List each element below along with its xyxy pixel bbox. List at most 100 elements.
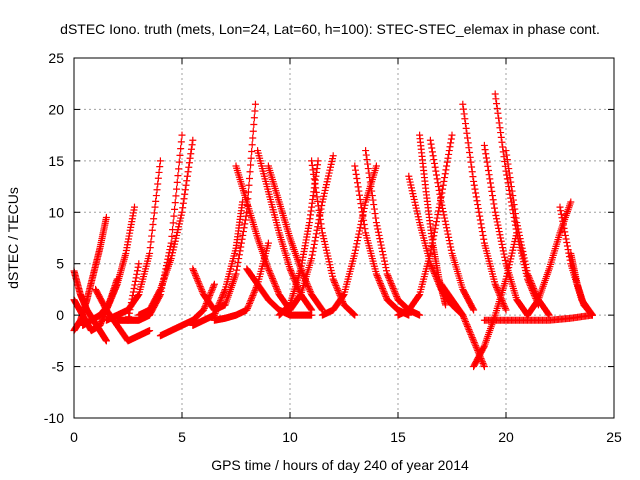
data-point	[193, 275, 201, 282]
data-point	[356, 224, 364, 232]
data-point	[464, 134, 472, 142]
data-point	[241, 216, 249, 224]
tick-layer: 0 5 10 15 20 25 -10 -5 0 5 10 15 20 25	[44, 50, 622, 445]
data-point	[497, 133, 505, 141]
data-point	[217, 295, 225, 303]
data-point	[393, 293, 401, 300]
data-point	[212, 306, 220, 314]
data-point	[428, 242, 436, 250]
data-point	[469, 173, 477, 181]
data-point	[248, 141, 256, 149]
data-point	[381, 291, 389, 299]
data-point	[524, 270, 532, 278]
data-point	[358, 204, 366, 212]
data-point	[509, 192, 517, 200]
data-point	[493, 215, 501, 223]
data-point	[192, 271, 199, 279]
data-point	[487, 183, 495, 191]
data-point	[312, 188, 320, 196]
data-point	[288, 270, 296, 278]
data-point	[531, 288, 539, 296]
data-point	[243, 304, 251, 312]
data-point	[378, 283, 386, 291]
data-point	[349, 310, 357, 318]
data-point	[462, 120, 469, 128]
data-point	[374, 228, 382, 236]
data-point	[432, 218, 440, 226]
data-point	[530, 284, 538, 292]
data-point	[532, 289, 540, 297]
x-tick-label: 15	[390, 429, 406, 445]
data-point	[268, 273, 276, 281]
data-point	[508, 187, 516, 195]
data-point	[174, 172, 182, 180]
data-point	[367, 183, 375, 191]
data-point	[173, 185, 181, 193]
data-point	[524, 272, 532, 280]
data-point	[383, 270, 391, 278]
data-point	[446, 240, 454, 248]
data-point	[558, 214, 566, 222]
data-point	[484, 162, 492, 170]
data-point	[556, 203, 564, 211]
data-point	[525, 273, 533, 281]
data-point	[473, 197, 481, 205]
data-point	[289, 273, 297, 281]
data-point	[154, 180, 162, 188]
data-point	[183, 177, 191, 185]
data-point	[559, 221, 567, 229]
data-point	[354, 179, 361, 187]
data-point	[146, 249, 154, 257]
data-point	[189, 265, 197, 273]
data-point	[460, 314, 468, 322]
data-point	[372, 162, 380, 170]
data-point	[306, 286, 314, 294]
data-point	[316, 211, 324, 219]
data-point	[497, 237, 505, 245]
data-point	[492, 95, 500, 103]
data-point	[371, 210, 379, 218]
data-point	[376, 235, 384, 243]
data-point	[308, 251, 316, 259]
data-point	[233, 262, 241, 270]
data-point	[501, 253, 509, 261]
data-point	[374, 225, 382, 233]
data-point	[516, 231, 523, 239]
data-point	[503, 156, 511, 164]
data-series	[275, 157, 322, 319]
data-point	[312, 233, 320, 241]
data-point	[486, 175, 494, 183]
data-point	[437, 194, 445, 202]
data-point	[392, 291, 400, 299]
data-point	[235, 251, 243, 259]
data-point	[528, 281, 536, 289]
y-tick-label: 0	[56, 307, 64, 323]
data-point	[208, 287, 216, 295]
data-point	[372, 219, 380, 227]
data-point	[526, 276, 534, 284]
data-point	[329, 152, 337, 160]
data-point	[196, 283, 204, 291]
data-point	[296, 292, 304, 300]
data-point	[307, 305, 315, 313]
data-point	[442, 301, 450, 309]
data-point	[474, 201, 482, 209]
data-point	[513, 222, 521, 230]
data-point	[485, 171, 493, 179]
data-point	[286, 265, 294, 273]
data-point	[184, 168, 192, 176]
data-point	[363, 156, 371, 164]
data-point	[461, 316, 469, 324]
data-point	[128, 295, 136, 303]
data-point	[266, 268, 274, 276]
data-point	[440, 211, 448, 219]
data-point	[308, 311, 316, 319]
data-point	[266, 270, 274, 278]
data-point	[376, 238, 384, 246]
data-point	[448, 131, 456, 139]
data-point	[244, 188, 252, 196]
data-point	[131, 277, 139, 285]
data-point	[445, 147, 453, 155]
data-point	[364, 160, 372, 168]
x-tick-label: 20	[498, 429, 514, 445]
